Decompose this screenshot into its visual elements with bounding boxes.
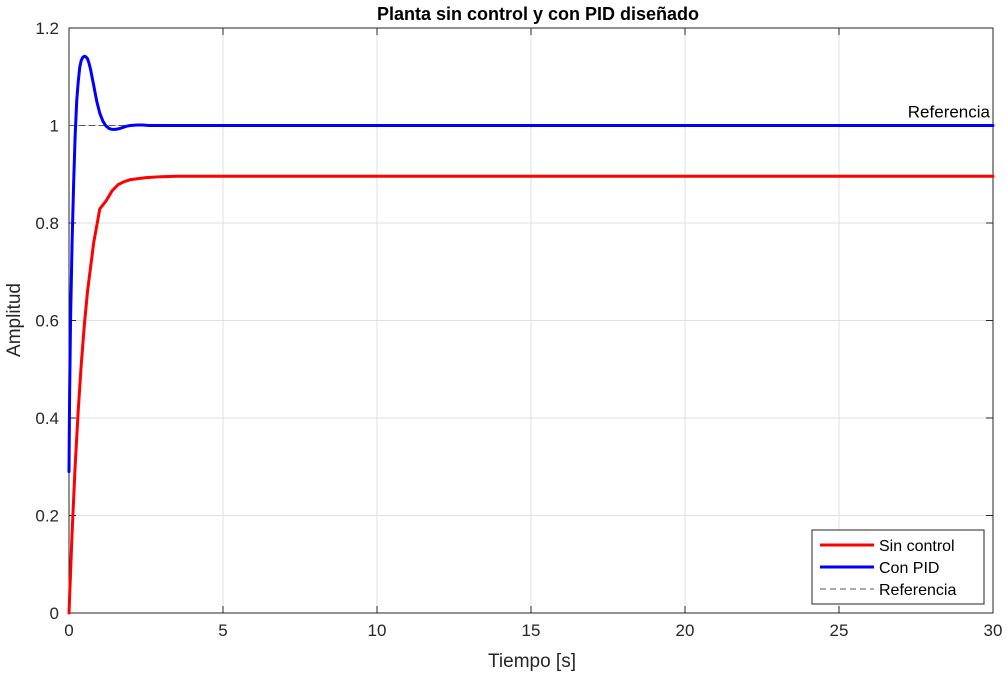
x-tick-label: 20 [676,621,695,640]
legend-label-con-pid: Con PID [879,560,939,577]
legend: Sin control Con PID Referencia [811,529,985,605]
x-tick-label: 0 [64,621,73,640]
series-line-sin-control [67,174,995,615]
y-axis-title: Amplitud [4,283,25,357]
series-layer [67,54,995,615]
annotation-layer: Referencia [908,103,991,122]
grid-lines [68,27,994,614]
x-tick-label: 30 [984,621,1003,640]
y-tick-label: 1 [50,117,59,136]
axis-ticks: 0 5 10 15 20 25 30 0 0.2 0.4 0.6 0.8 1 1.2 [35,19,1002,640]
x-tick-label: 15 [522,621,541,640]
x-tick-label: 10 [368,621,387,640]
y-tick-label: 0.8 [35,214,59,233]
y-tick-label: 0.4 [35,409,59,428]
legend-label-referencia: Referencia [879,582,956,599]
annotation-label: Referencia [908,103,991,122]
y-tick-label: 1.2 [35,19,59,38]
series-line-con-pid [67,54,995,474]
legend-label-sin-control: Sin control [879,538,955,555]
x-tick-label: 25 [830,621,849,640]
x-axis-title: Tiempo [s] [488,651,576,672]
chart-title: Planta sin control y con PID diseñado [377,4,699,24]
x-tick-label: 5 [218,621,227,640]
y-tick-label: 0.6 [35,312,59,331]
y-tick-label: 0.2 [35,507,59,526]
y-tick-label: 0 [50,604,59,623]
